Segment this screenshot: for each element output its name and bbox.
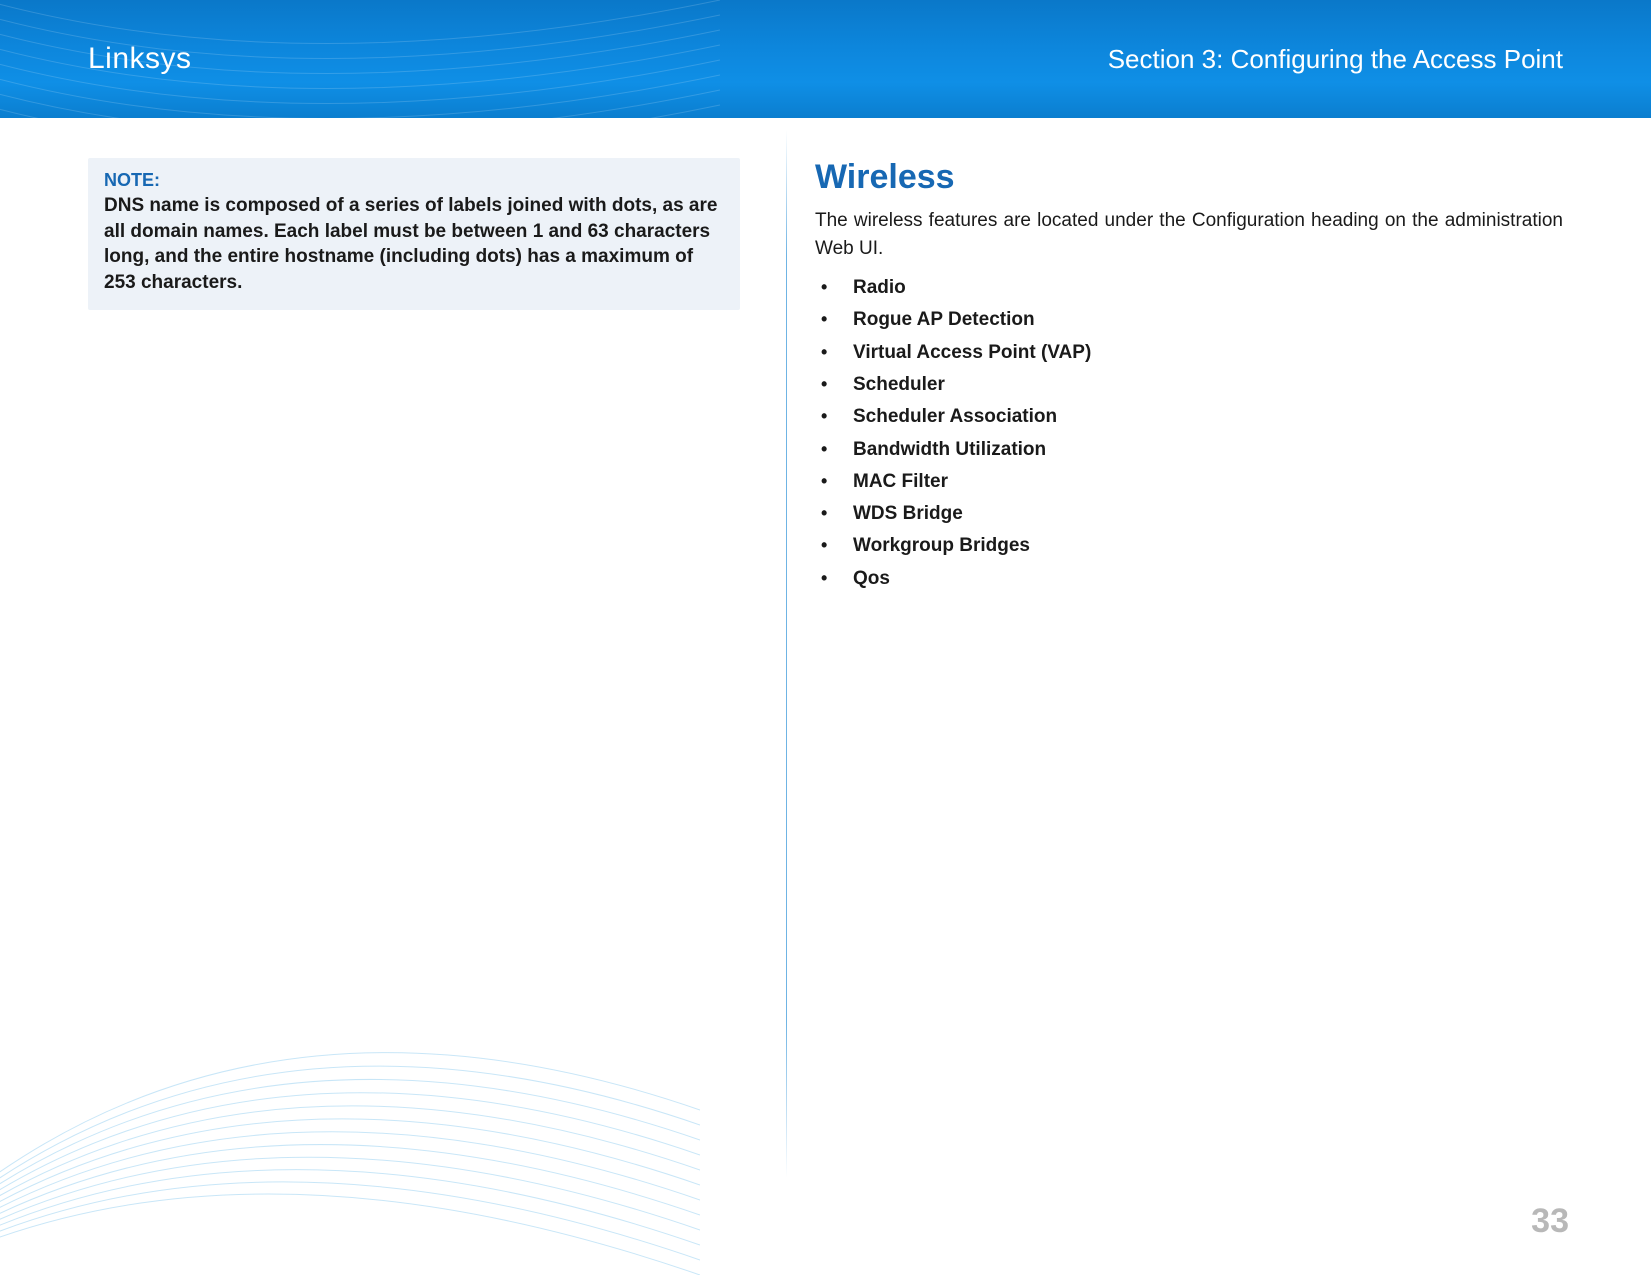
- list-item: WDS Bridge: [815, 498, 1563, 530]
- list-item: Qos: [815, 563, 1563, 595]
- brand-logo-text: Linksys: [88, 42, 192, 76]
- header-content: Linksys Section 3: Configuring the Acces…: [0, 0, 1651, 118]
- note-label: NOTE:: [104, 170, 724, 191]
- list-item: Virtual Access Point (VAP): [815, 337, 1563, 369]
- list-item: Workgroup Bridges: [815, 530, 1563, 562]
- section-title: Section 3: Configuring the Access Point: [1108, 44, 1563, 75]
- right-column: Wireless The wireless features are locat…: [763, 158, 1563, 1208]
- wireless-heading: Wireless: [815, 158, 1563, 197]
- feature-list: Radio Rogue AP Detection Virtual Access …: [815, 272, 1563, 595]
- left-column: NOTE: DNS name is composed of a series o…: [88, 158, 763, 1208]
- note-box: NOTE: DNS name is composed of a series o…: [88, 158, 740, 310]
- list-item: MAC Filter: [815, 466, 1563, 498]
- page-number: 33: [1531, 1202, 1569, 1241]
- list-item: Scheduler Association: [815, 401, 1563, 433]
- list-item: Radio: [815, 272, 1563, 304]
- header-band: Linksys Section 3: Configuring the Acces…: [0, 0, 1651, 118]
- column-divider: [786, 130, 787, 1178]
- body-columns: NOTE: DNS name is composed of a series o…: [0, 118, 1651, 1208]
- document-page: Linksys Section 3: Configuring the Acces…: [0, 0, 1651, 1275]
- wireless-intro: The wireless features are located under …: [815, 207, 1563, 262]
- list-item: Scheduler: [815, 369, 1563, 401]
- note-text: DNS name is composed of a series of labe…: [104, 193, 724, 296]
- list-item: Rogue AP Detection: [815, 304, 1563, 336]
- list-item: Bandwidth Utilization: [815, 434, 1563, 466]
